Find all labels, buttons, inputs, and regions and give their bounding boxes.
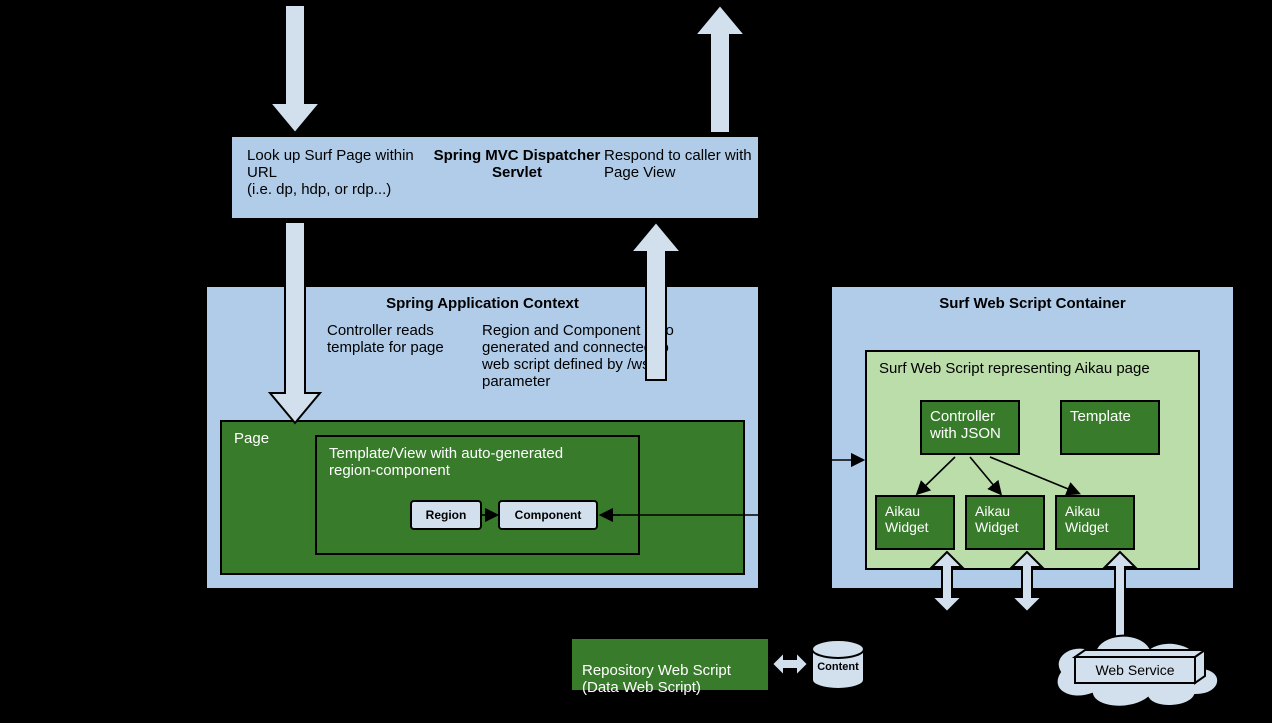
controller-json-box: Controller with JSON <box>920 400 1020 455</box>
dispatcher-left-text: Look up Surf Page within URL (i.e. dp, h… <box>247 147 427 198</box>
web-service-cloud <box>1057 636 1219 707</box>
dispatcher-title: Spring MVC Dispatcher Servlet <box>427 147 607 181</box>
surf-inner-title: Surf Web Script representing Aikau page <box>879 360 1179 377</box>
arrow-widgets-to-repo <box>690 612 960 635</box>
component-box: Component <box>498 500 598 530</box>
app-context-right-text: Region and Component auto generated and … <box>482 322 692 390</box>
arrow-repo-to-content <box>772 652 808 676</box>
aikau-widget-label-2: Aikau Widget <box>975 503 1019 535</box>
repo-script-label: Repository Web Script (Data Web Script) <box>582 662 731 696</box>
region-box: Region <box>410 500 482 530</box>
web-service-box: Web Service <box>1075 650 1205 683</box>
aikau-widget-1: Aikau Widget <box>875 495 955 550</box>
arrow-out-up <box>695 5 745 133</box>
dispatcher-servlet-box: Look up Surf Page within URL (i.e. dp, h… <box>230 135 760 220</box>
diagram-canvas: Look up Surf Page within URL (i.e. dp, h… <box>0 0 1272 723</box>
template-box: Template <box>1060 400 1160 455</box>
controller-label: Controller with JSON <box>930 408 1001 442</box>
dispatcher-right-text: Respond to caller with Page View <box>604 147 754 181</box>
content-db: Content <box>812 640 864 689</box>
web-service-label: Web Service <box>1095 662 1174 678</box>
content-db-label: Content <box>817 661 859 673</box>
region-label: Region <box>426 508 467 522</box>
aikau-widget-2: Aikau Widget <box>965 495 1045 550</box>
arrow-in-down <box>270 5 320 133</box>
component-label: Component <box>515 508 582 522</box>
template-view-label: Template/View with auto-generated region… <box>329 445 609 479</box>
template-view-box: Template/View with auto-generated region… <box>315 435 640 555</box>
app-context-title: Spring Application Context <box>207 295 758 312</box>
template-label: Template <box>1070 408 1131 425</box>
aikau-widget-3: Aikau Widget <box>1055 495 1135 550</box>
aikau-widget-label-3: Aikau Widget <box>1065 503 1109 535</box>
page-label: Page <box>234 430 269 447</box>
app-context-left-text: Controller reads template for page <box>327 322 467 356</box>
aikau-widget-label-1: Aikau Widget <box>885 503 929 535</box>
surf-container-title: Surf Web Script Container <box>832 295 1233 312</box>
repo-script-box: Repository Web Script (Data Web Script) <box>570 637 770 692</box>
